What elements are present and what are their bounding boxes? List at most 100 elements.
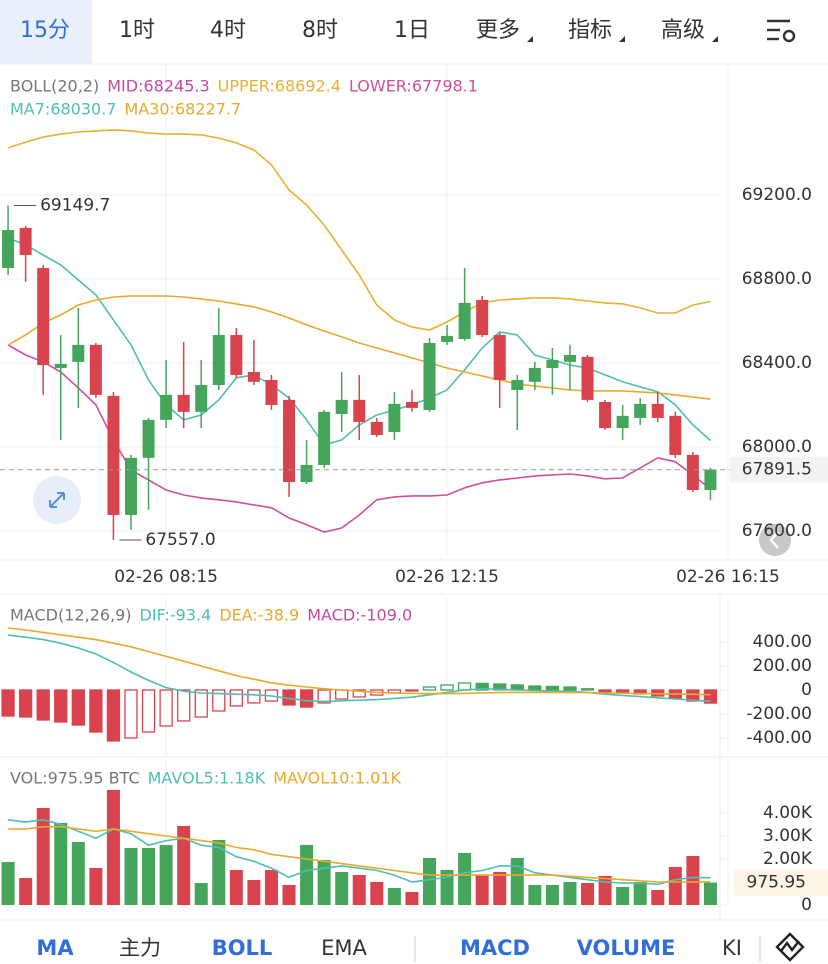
macd-bar — [194, 689, 208, 718]
volume-bar — [510, 857, 524, 905]
legend-entry: MAVOL5:1.18K — [148, 769, 266, 788]
candle-body — [686, 454, 699, 490]
expand-button[interactable] — [33, 476, 81, 524]
time-tab[interactable]: 4时 — [210, 18, 246, 43]
macd-bar — [71, 689, 85, 726]
macd-bar — [528, 685, 542, 691]
candle-body — [405, 401, 418, 408]
macd-bar — [299, 689, 314, 708]
legend-entry: LOWER:67798.1 — [349, 77, 478, 96]
macd-bar — [36, 689, 50, 721]
volume-bar — [19, 877, 33, 905]
collapse-button[interactable] — [759, 524, 791, 556]
indicator-tab[interactable]: KI — [722, 936, 742, 960]
indicator-tab[interactable]: BOLL — [212, 936, 273, 960]
x-tick-label: 02-26 12:15 — [395, 567, 499, 587]
volume-bar — [387, 887, 401, 905]
macd-bar — [475, 682, 489, 691]
volume-bar — [493, 871, 507, 905]
macd-bar — [18, 689, 33, 718]
candle-body — [669, 415, 682, 455]
time-tab[interactable]: 指标 — [568, 18, 612, 43]
macd-bar — [598, 689, 612, 693]
macd-bar — [177, 689, 191, 722]
y-tick-label: 200.00 — [753, 656, 812, 676]
time-tab[interactable]: 更多 — [476, 18, 520, 43]
volume-bar — [703, 882, 717, 905]
candle-body — [423, 342, 436, 410]
candle-body — [476, 299, 489, 336]
candle-body — [107, 395, 120, 515]
y-tick-label: 2.00K — [763, 849, 813, 869]
volume-bar — [177, 825, 191, 905]
y-tick-label: 400.00 — [753, 632, 812, 652]
candle-body — [335, 399, 348, 414]
legend-entry: DIF:-93.4 — [140, 606, 212, 625]
y-tick-label: 68000.0 — [742, 437, 812, 457]
macd-bar — [563, 686, 577, 691]
indicator-tab[interactable]: VOLUME — [577, 936, 676, 960]
indicator-line — [8, 627, 711, 696]
volume-bar — [54, 822, 68, 905]
time-tab[interactable]: 1日 — [394, 18, 430, 43]
x-tick-label: 02-26 16:15 — [676, 567, 780, 587]
y-tick-label: 0 — [801, 895, 812, 915]
candle-body — [511, 379, 524, 391]
candle-body — [388, 403, 401, 433]
last-volume-box — [734, 869, 828, 896]
macd-bar — [352, 689, 366, 698]
candle-body — [318, 411, 331, 465]
volume-bar — [545, 884, 559, 905]
settings-icon[interactable] — [767, 19, 796, 43]
volume-bar — [598, 875, 612, 905]
candle-body — [493, 335, 506, 380]
legend-entry: MID:68245.3 — [107, 77, 209, 96]
indicator-tab[interactable]: EMA — [321, 936, 367, 960]
indicator-line — [7, 129, 711, 331]
last-price-label: 67891.5 — [742, 460, 812, 480]
y-tick-label: 3.00K — [763, 826, 813, 846]
time-tab[interactable]: 高级 — [661, 18, 705, 43]
macd-bar — [545, 685, 560, 691]
volume-bar — [247, 879, 261, 905]
legend-entry: BOLL(20,2) — [10, 77, 99, 96]
volume-bar — [159, 844, 173, 905]
volume-bar — [633, 881, 647, 905]
extreme-label: 67557.0 — [145, 530, 215, 550]
candle-body — [37, 268, 50, 366]
macd-bar — [212, 689, 226, 712]
volume-bar — [651, 889, 665, 905]
legend-entry: UPPER:68692.4 — [218, 77, 341, 96]
dropdown-caret — [527, 36, 533, 42]
legend-entry: MAVOL10:1.01K — [273, 769, 401, 788]
drawing-tool-icon[interactable] — [775, 932, 805, 962]
legend-entry: MA30:68227.7 — [124, 100, 241, 119]
candle-body — [72, 344, 85, 362]
indicator-tab[interactable]: MACD — [460, 936, 530, 960]
macd-bar — [89, 689, 103, 733]
candle-body — [2, 230, 15, 269]
time-tab[interactable]: 15分 — [20, 18, 70, 43]
volume-bar — [422, 857, 436, 905]
macd-bar — [247, 689, 261, 704]
indicator-tab[interactable]: 主力 — [119, 936, 161, 960]
y-tick-label: -400.00 — [746, 728, 812, 748]
time-tab[interactable]: 1时 — [119, 18, 155, 43]
volume-bar — [282, 884, 296, 905]
candle-body — [160, 394, 173, 420]
volume-bar — [581, 882, 595, 905]
candle-body — [599, 401, 612, 429]
candle-body — [247, 371, 260, 382]
macd-bar — [124, 689, 138, 739]
volume-bar — [563, 881, 577, 905]
candle-body — [265, 379, 278, 405]
candle-body — [704, 469, 717, 490]
indicator-tab[interactable]: MA — [36, 936, 74, 960]
time-tab[interactable]: 8时 — [302, 18, 338, 43]
legend-entry: MACD:-109.0 — [307, 606, 412, 625]
last-price-box — [730, 456, 828, 483]
volume-bar — [686, 855, 700, 905]
volume-bar — [300, 844, 314, 905]
macd-bar — [686, 689, 700, 702]
